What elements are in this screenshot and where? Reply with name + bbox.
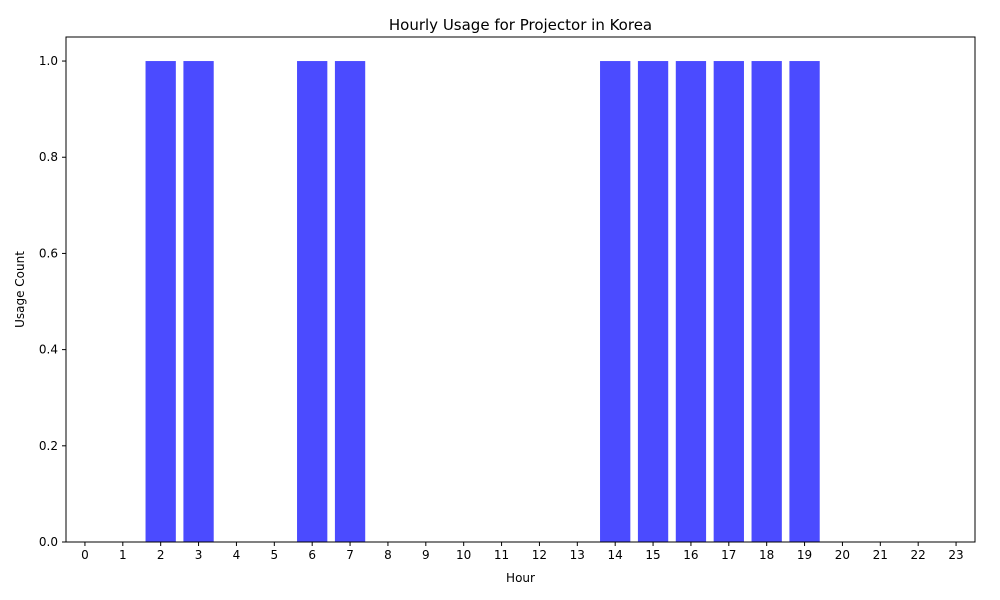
bar-hour-18	[751, 61, 782, 543]
bar-hour-16	[675, 61, 707, 543]
chart-title: Hourly Usage for Projector in Korea	[389, 16, 652, 34]
x-tick-label: 4	[233, 548, 241, 562]
x-tick-label: 7	[346, 548, 354, 562]
x-tick-label: 10	[456, 548, 471, 562]
x-tick-label: 6	[308, 548, 316, 562]
x-tick-label: 3	[195, 548, 203, 562]
x-tick-label: 21	[873, 548, 888, 562]
x-tick-label: 2	[157, 548, 165, 562]
x-tick-label: 13	[570, 548, 585, 562]
y-axis-ticks: 0.0 0.2 0.4 0.6 0.8 1.0	[39, 54, 66, 549]
x-axis-ticks: 0 1 2 3 4 5 6 7 8 9 10 11 12 13 14 15 16 17 18 19 20 21 22 23	[81, 542, 964, 562]
y-axis-label: Usage Count	[13, 251, 27, 328]
x-tick-label: 15	[645, 548, 660, 562]
x-tick-label: 1	[119, 548, 127, 562]
x-axis-label: Hour	[506, 571, 535, 585]
bar-hour-17	[713, 61, 744, 543]
y-tick-label: 0.6	[39, 246, 58, 260]
x-tick-label: 23	[948, 548, 963, 562]
x-tick-label: 19	[797, 548, 812, 562]
y-tick-label: 0.2	[39, 439, 58, 453]
bar-hour-6	[297, 61, 328, 543]
bar-hour-7	[334, 61, 366, 543]
x-tick-label: 5	[270, 548, 278, 562]
x-tick-label: 20	[835, 548, 850, 562]
bar-hour-15	[637, 61, 669, 543]
x-tick-label: 14	[608, 548, 623, 562]
bar-hour-2	[145, 61, 176, 543]
bar-hour-3	[183, 61, 214, 543]
x-tick-label: 9	[422, 548, 430, 562]
x-tick-label: 11	[494, 548, 509, 562]
x-tick-label: 18	[759, 548, 774, 562]
x-tick-label: 0	[81, 548, 89, 562]
y-tick-label: 0.0	[39, 535, 58, 549]
bar-hour-19	[789, 61, 820, 543]
y-tick-label: 0.4	[39, 343, 58, 357]
bar-hour-14	[600, 61, 631, 543]
x-tick-label: 16	[683, 548, 698, 562]
x-tick-label: 12	[532, 548, 547, 562]
x-tick-label: 17	[721, 548, 736, 562]
x-tick-label: 8	[384, 548, 392, 562]
y-tick-label: 1.0	[39, 54, 58, 68]
x-tick-label: 22	[911, 548, 926, 562]
plot-frame	[65, 36, 976, 543]
y-tick-label: 0.8	[39, 150, 58, 164]
bars-group	[145, 61, 820, 543]
